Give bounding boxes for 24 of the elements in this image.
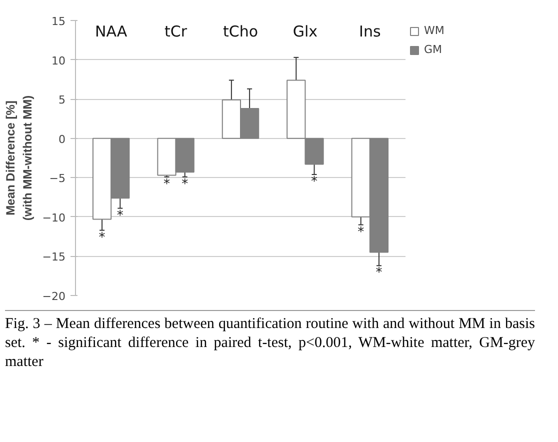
y-tick-label: −5 — [49, 172, 66, 186]
annotation: * — [98, 230, 106, 246]
y-tick-label: 10 — [52, 54, 66, 68]
x-tick-label: Glx — [292, 22, 318, 40]
x-tick-label: tCho — [222, 22, 258, 40]
y-tick-label: 15 — [52, 15, 66, 28]
y-axis-title: Mean Difference [%] (with MM-without MM) — [3, 95, 34, 221]
y-tick-label: −10 — [42, 211, 66, 224]
caption: Fig. 3 – Mean differences between quantification routine with and without MM in basis set. * - significant difference in paired t-test, p<0.001, WM-white matter, GM-grey matter — [5, 315, 535, 372]
annotation: * — [182, 176, 189, 192]
annotation: * — [358, 224, 365, 240]
legend-label: GM — [424, 43, 444, 56]
x-tick-label: NAA — [95, 22, 128, 40]
annotation: * — [376, 266, 383, 281]
annotation: * — [116, 208, 124, 224]
x-tick-label: Ins — [359, 22, 381, 40]
annotation: * — [163, 176, 170, 192]
y-tick-label: −20 — [42, 290, 66, 303]
legend-label: WM — [424, 24, 444, 37]
y-tick-label: −15 — [42, 250, 66, 264]
y-tick-label: 0 — [58, 132, 66, 146]
annotation: * — [311, 174, 318, 190]
y-tick-label: 5 — [58, 94, 66, 107]
x-tick-label: tCr — [164, 22, 188, 40]
